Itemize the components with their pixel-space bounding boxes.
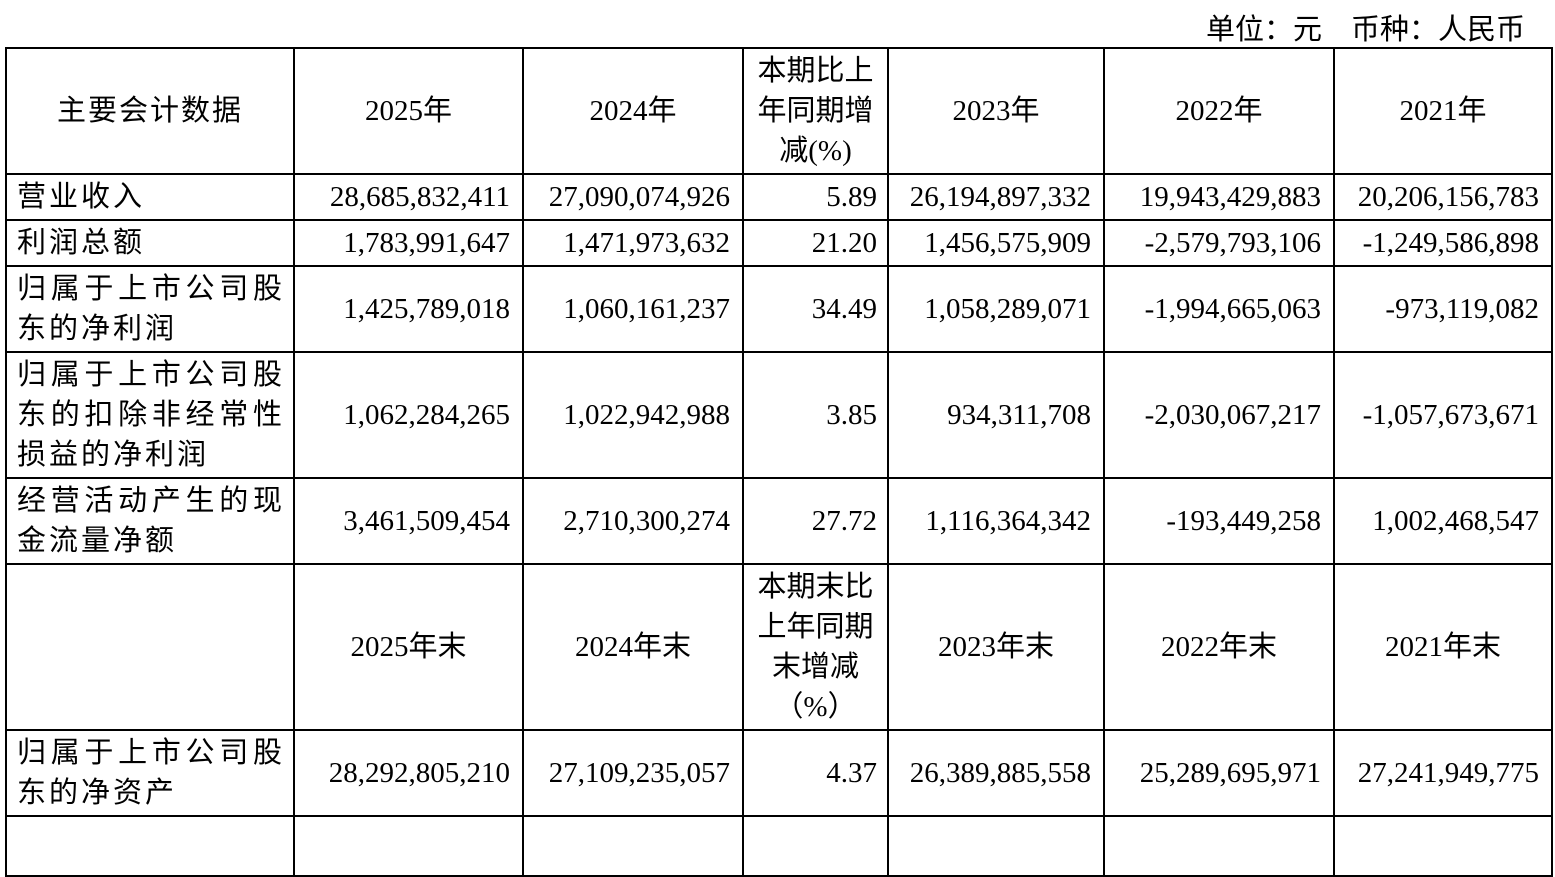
cell-value: 28,685,832,411 xyxy=(293,173,524,222)
cell-value: -973,119,082 xyxy=(1333,265,1553,354)
cell-value: 1,425,789,018 xyxy=(293,265,524,354)
cell-value: 3,461,509,454 xyxy=(293,477,524,566)
cell-value: 27,090,074,926 xyxy=(522,173,744,222)
row-label: 归属于上市公司股东的净利润 xyxy=(5,265,295,354)
cell-value: 1,471,973,632 xyxy=(522,219,744,268)
cell-value: 20,206,156,783 xyxy=(1333,173,1553,222)
cell-value: 1,060,161,237 xyxy=(522,265,744,354)
cell-value xyxy=(293,815,524,877)
header-row-period-end: 2025年末 2024年末 本期末比上年同期末增减（%） 2023年末 2022… xyxy=(5,563,1553,732)
cell-value: -1,994,665,063 xyxy=(1103,265,1335,354)
cell-value: 26,389,885,558 xyxy=(887,729,1105,818)
table-row-net-assets-attributable: 归属于上市公司股东的净资产 28,292,805,210 27,109,235,… xyxy=(5,729,1553,818)
cell-value xyxy=(522,815,744,877)
cell-value: 934,311,708 xyxy=(887,351,1105,480)
header-empty-cell xyxy=(5,563,295,732)
key-accounting-data-table: 主要会计数据 2025年 2024年 本期比上年同期增减(%) 2023年 20… xyxy=(5,46,1553,877)
cell-value: -1,249,586,898 xyxy=(1333,219,1553,268)
row-label: 归属于上市公司股东的净资产 xyxy=(5,729,295,818)
header-2022: 2022年 xyxy=(1103,46,1335,176)
header-yoy-change: 本期比上年同期增减(%) xyxy=(742,46,889,176)
row-label: 营业收入 xyxy=(5,173,295,222)
header-2025: 2025年 xyxy=(293,46,524,176)
cell-value: 1,058,289,071 xyxy=(887,265,1105,354)
cell-value: 25,289,695,971 xyxy=(1103,729,1335,818)
row-label: 归属于上市公司股东的扣除非经常性损益的净利润 xyxy=(5,351,295,480)
cell-value: 27,241,949,775 xyxy=(1333,729,1553,818)
cell-value: 27,109,235,057 xyxy=(522,729,744,818)
cell-value: 27.72 xyxy=(742,477,889,566)
cell-value: 1,022,942,988 xyxy=(522,351,744,480)
cell-value: 28,292,805,210 xyxy=(293,729,524,818)
cell-value: 19,943,429,883 xyxy=(1103,173,1335,222)
cell-value: 1,062,284,265 xyxy=(293,351,524,480)
header-2023: 2023年 xyxy=(887,46,1105,176)
row-label: 利润总额 xyxy=(5,219,295,268)
cell-value: -193,449,258 xyxy=(1103,477,1335,566)
table-row-operating-cash-flow: 经营活动产生的现金流量净额 3,461,509,454 2,710,300,27… xyxy=(5,477,1553,566)
row-label: 经营活动产生的现金流量净额 xyxy=(5,477,295,566)
cell-value: 3.85 xyxy=(742,351,889,480)
cell-value: -1,057,673,671 xyxy=(1333,351,1553,480)
cell-value: 1,456,575,909 xyxy=(887,219,1105,268)
cell-value xyxy=(742,815,889,877)
cell-value xyxy=(887,815,1105,877)
header-row-annual: 主要会计数据 2025年 2024年 本期比上年同期增减(%) 2023年 20… xyxy=(5,46,1553,176)
cell-value: 1,116,364,342 xyxy=(887,477,1105,566)
header-2025-end: 2025年末 xyxy=(293,563,524,732)
header-period-end-change: 本期末比上年同期末增减（%） xyxy=(742,563,889,732)
cell-value: 26,194,897,332 xyxy=(887,173,1105,222)
table-row-partial-clipped xyxy=(5,815,1553,877)
header-2024: 2024年 xyxy=(522,46,744,176)
header-2024-end: 2024年末 xyxy=(522,563,744,732)
header-2023-end: 2023年末 xyxy=(887,563,1105,732)
cell-value: 1,783,991,647 xyxy=(293,219,524,268)
row-label xyxy=(5,815,295,877)
table-row-net-profit-attributable: 归属于上市公司股东的净利润 1,425,789,018 1,060,161,23… xyxy=(5,265,1553,354)
cell-value: 1,002,468,547 xyxy=(1333,477,1553,566)
table-row-net-profit-deducting-nonrecurring: 归属于上市公司股东的扣除非经常性损益的净利润 1,062,284,265 1,0… xyxy=(5,351,1553,480)
cell-value: -2,579,793,106 xyxy=(1103,219,1335,268)
cell-value: 4.37 xyxy=(742,729,889,818)
cell-value: 5.89 xyxy=(742,173,889,222)
unit-currency-note: 单位：元 币种：人民币 xyxy=(1205,14,1525,46)
table-row-total-profit: 利润总额 1,783,991,647 1,471,973,632 21.20 1… xyxy=(5,219,1553,268)
header-2022-end: 2022年末 xyxy=(1103,563,1335,732)
cell-value xyxy=(1333,815,1553,877)
cell-value: 21.20 xyxy=(742,219,889,268)
header-2021-end: 2021年末 xyxy=(1333,563,1553,732)
cell-value: -2,030,067,217 xyxy=(1103,351,1335,480)
cell-value: 34.49 xyxy=(742,265,889,354)
cell-value xyxy=(1103,815,1335,877)
header-main-label: 主要会计数据 xyxy=(5,46,295,176)
table-row-operating-revenue: 营业收入 28,685,832,411 27,090,074,926 5.89 … xyxy=(5,173,1553,222)
header-2021: 2021年 xyxy=(1333,46,1553,176)
cell-value: 2,710,300,274 xyxy=(522,477,744,566)
